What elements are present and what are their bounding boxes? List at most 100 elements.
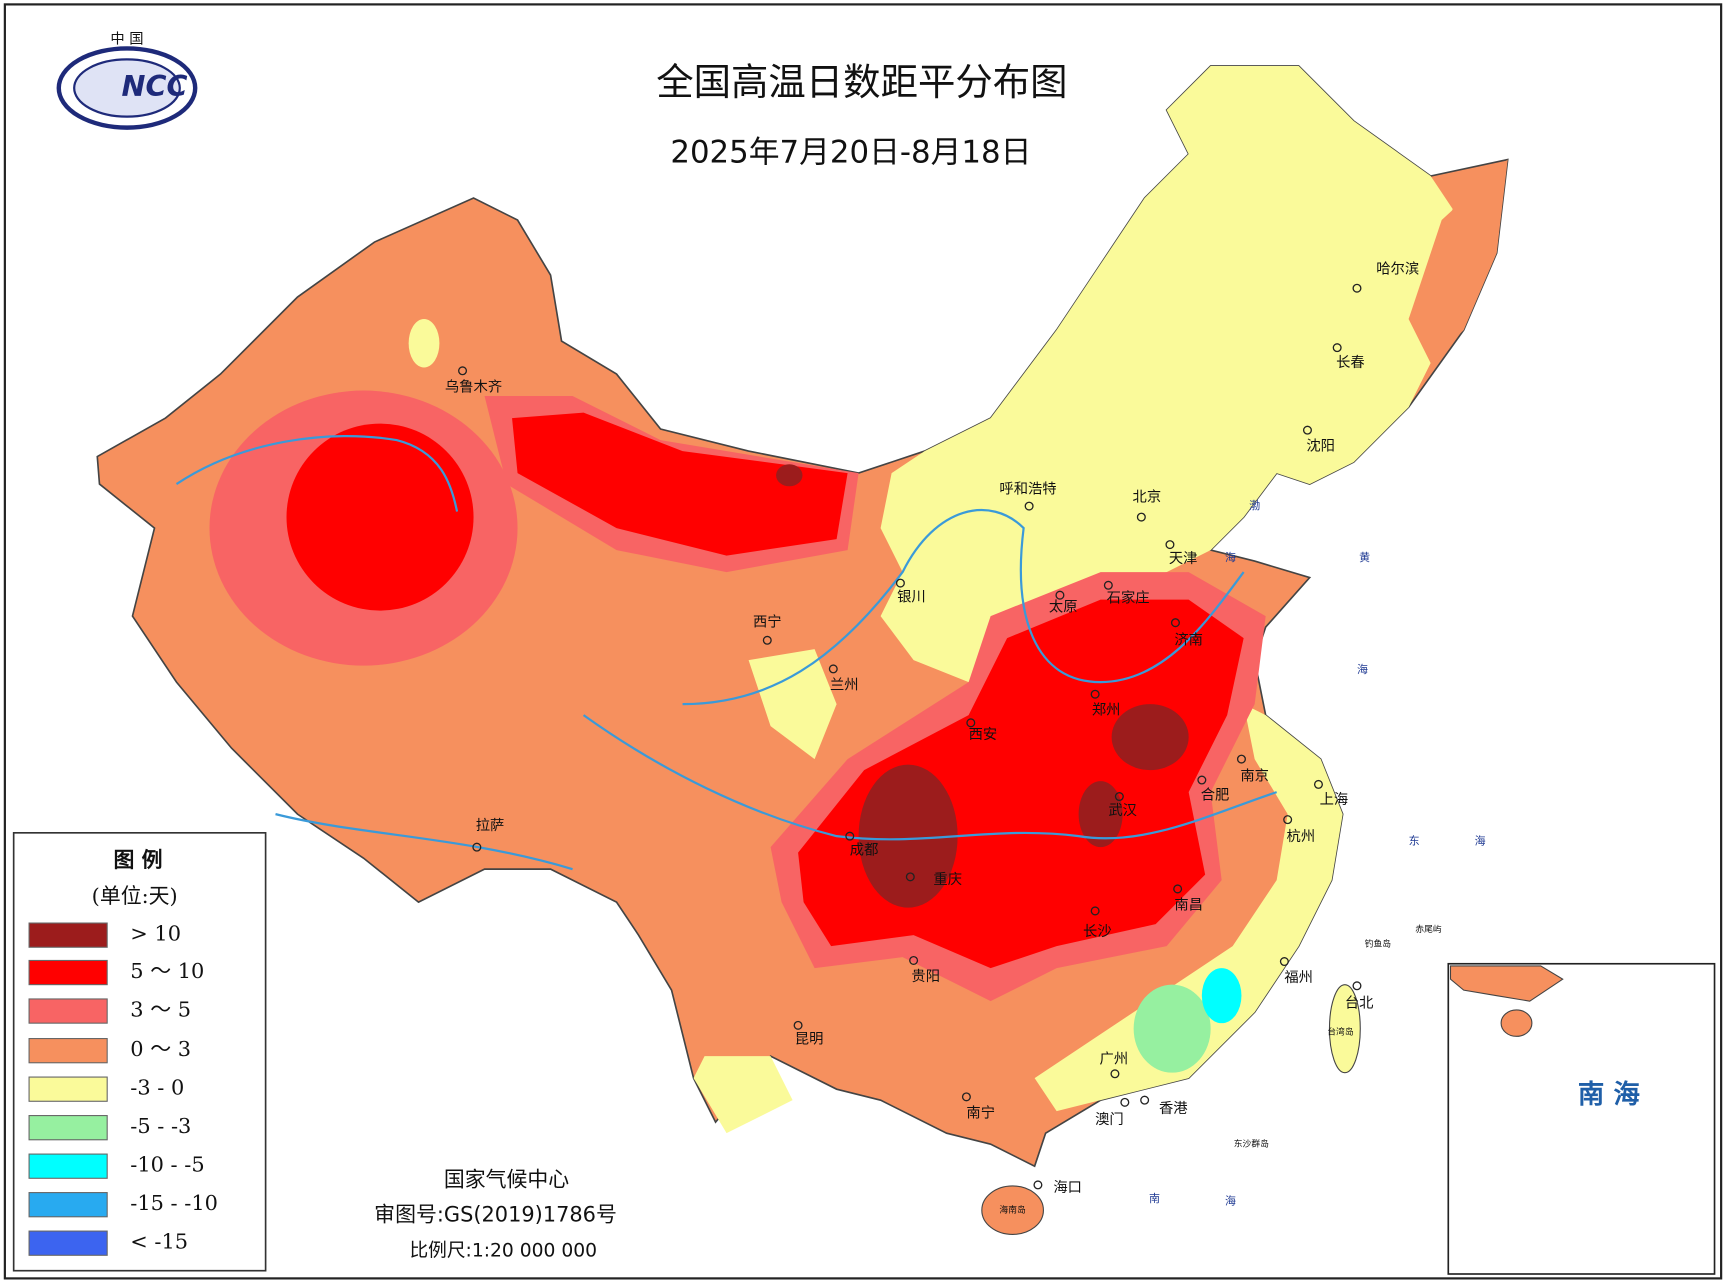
sea-label: 渤: [1249, 499, 1260, 512]
city-label: 石家庄: [1107, 588, 1150, 606]
city-marker: [845, 831, 855, 841]
city-marker: [458, 366, 468, 376]
logo: 中 国 NCC: [56, 31, 198, 130]
city-label: 呼和浩特: [999, 481, 1056, 498]
city-label: 长沙: [1083, 923, 1112, 940]
sea-label: 东: [1409, 835, 1420, 848]
region-henan-extreme: [1111, 704, 1189, 771]
region-hubei-extreme: [1078, 781, 1123, 848]
city-label: 上海: [1320, 791, 1349, 808]
city-marker: [1103, 580, 1113, 590]
inset-box: [1447, 962, 1716, 1275]
legend-label: -5 - -3: [130, 1114, 191, 1138]
city-label: 杭州: [1287, 828, 1316, 845]
river-yarlung: [275, 813, 573, 871]
footer-org: 国家气候中心: [444, 1167, 569, 1191]
region-sichuan-extreme: [858, 764, 958, 908]
city-label: 澳门: [1095, 1111, 1124, 1128]
logo-globe: [73, 58, 181, 118]
city-label: 成都: [850, 841, 879, 858]
city-label: 西安: [969, 726, 998, 743]
logo-ring: [56, 46, 198, 130]
city-label: 济南: [1174, 631, 1203, 648]
city-marker: [793, 1020, 803, 1030]
city-marker: [1090, 689, 1100, 699]
city-label: 重庆: [933, 871, 962, 888]
region-tianshan: [408, 319, 440, 368]
sea-layer: 渤海 黄海东 海南海: [1149, 499, 1486, 1207]
city-label: 兰州: [830, 676, 859, 693]
city-marker: [1140, 1095, 1150, 1105]
city-marker: [762, 635, 772, 645]
logo-text: NCC: [122, 69, 188, 103]
footer-approval: 审图号:GS(2019)1786号: [374, 1203, 617, 1227]
legend-label: < -15: [130, 1230, 188, 1254]
place-label: 台湾岛: [1327, 1025, 1354, 1037]
region-fujian-cool: [1133, 984, 1211, 1073]
region-yunnan: [693, 1056, 793, 1134]
region-qinghai: [748, 649, 837, 760]
city-label: 沈阳: [1306, 438, 1335, 455]
legend-label: 0 ～ 3: [130, 1037, 191, 1061]
city-marker: [1114, 792, 1124, 802]
inset-label: 南 海: [1578, 1079, 1640, 1110]
legend-label: -10 - -5: [130, 1153, 204, 1177]
city-marker: [1197, 775, 1207, 785]
city-label: 银川: [897, 588, 926, 605]
region-taiwan: [1328, 984, 1361, 1074]
city-label: 广州: [1100, 1050, 1129, 1067]
city-marker: [1279, 957, 1289, 967]
region-north-hot: [512, 412, 848, 556]
sea-label: 南: [1149, 1192, 1160, 1205]
legend-swatch: [28, 1230, 108, 1256]
city-marker: [828, 664, 838, 674]
legend-label: 3 ～ 5: [130, 998, 191, 1022]
city-marker: [1332, 343, 1342, 353]
river-tarim: [175, 435, 459, 512]
city-label: 西宁: [753, 614, 782, 631]
city-marker: [909, 955, 919, 965]
title: 全国高温日数距平分布图: [656, 60, 1067, 104]
sea-label: 海: [1225, 1193, 1236, 1207]
legend-swatch: [28, 1192, 108, 1218]
place-label: 钓鱼岛: [1365, 937, 1392, 949]
city-marker: [1302, 425, 1312, 435]
sea-label: 黄: [1359, 550, 1370, 564]
city-label: 天津: [1169, 550, 1198, 567]
city-label: 贵阳: [911, 968, 940, 985]
city-marker: [1173, 884, 1183, 894]
city-label: 海口: [1053, 1179, 1082, 1196]
city-marker: [1313, 779, 1323, 789]
city-marker: [1352, 283, 1362, 293]
inset-hainan: [1500, 1009, 1533, 1037]
city-label: 香港: [1159, 1100, 1188, 1117]
city-label: 长春: [1336, 354, 1365, 371]
inset-coast: [1449, 965, 1564, 1002]
region-northeast-east: [1408, 159, 1508, 364]
legend: 图 例 (单位:天) > 10 5 ～ 10 3 ～ 5 0 ～ 3 -3 - 0 -5 …: [12, 832, 267, 1272]
city-label: 台北: [1345, 994, 1374, 1011]
legend-title: 图 例: [113, 847, 162, 872]
legend-swatch: [28, 1115, 108, 1141]
rivers: [175, 435, 1278, 871]
place-label: 赤尾屿: [1415, 924, 1442, 935]
city-label: 拉萨: [476, 817, 505, 834]
city-label: 乌鲁木齐: [445, 378, 502, 395]
legend-label: -3 - 0: [130, 1076, 184, 1100]
city-label: 武汉: [1108, 802, 1137, 819]
city-marker: [1110, 1069, 1120, 1079]
city-marker: [1170, 618, 1180, 628]
region-xinjiang-hot: [286, 423, 474, 611]
region-north-extreme: [776, 464, 803, 487]
legend-label: -15 - -10: [130, 1191, 218, 1215]
legend-swatch: [28, 1038, 108, 1064]
sea-label: 海: [1475, 834, 1486, 848]
city-marker: [1090, 906, 1100, 916]
city-marker: [1283, 815, 1293, 825]
city-label: 昆明: [795, 1032, 824, 1048]
city-marker: [1352, 981, 1362, 991]
city-marker: [1024, 501, 1034, 511]
city-marker: [1120, 1097, 1130, 1107]
city-marker: [961, 1092, 971, 1102]
